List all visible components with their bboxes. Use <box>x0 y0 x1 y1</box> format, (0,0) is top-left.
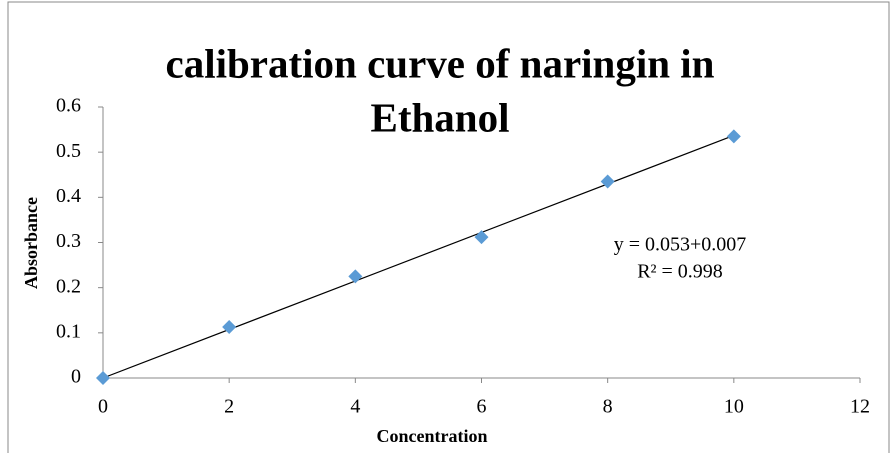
y-tick-label: 0.6 <box>56 95 81 117</box>
trendline <box>102 134 735 379</box>
marker <box>348 269 363 284</box>
x-tick-label: 8 <box>603 396 613 418</box>
marker <box>600 174 615 189</box>
chart-title: calibration curve of naringin in <box>166 40 715 86</box>
marker <box>222 319 237 334</box>
y-tick-label: 0 <box>71 366 81 388</box>
x-axis-title: Concentration <box>377 426 488 446</box>
y-tick-label: 0.5 <box>56 140 81 162</box>
x-tick-label: 2 <box>224 396 234 418</box>
x-tick-label: 10 <box>724 396 744 418</box>
marker <box>474 230 489 245</box>
y-tick-label: 0.3 <box>56 230 81 252</box>
x-tick-label: 6 <box>477 396 487 418</box>
chart-title: Ethanol <box>371 94 510 140</box>
annotation: y = 0.053+0.007 <box>614 234 747 256</box>
x-tick-label: 12 <box>850 396 870 418</box>
marker <box>726 129 741 144</box>
y-axis-title: Absorbance <box>21 197 41 289</box>
x-tick-label: 0 <box>98 396 108 418</box>
y-tick-label: 0.4 <box>56 185 81 207</box>
x-tick-label: 4 <box>350 396 360 418</box>
y-tick-label: 0.1 <box>56 320 81 342</box>
y-tick-label: 0.2 <box>56 275 81 297</box>
marker <box>96 371 110 385</box>
annotation: R² = 0.998 <box>637 261 723 283</box>
